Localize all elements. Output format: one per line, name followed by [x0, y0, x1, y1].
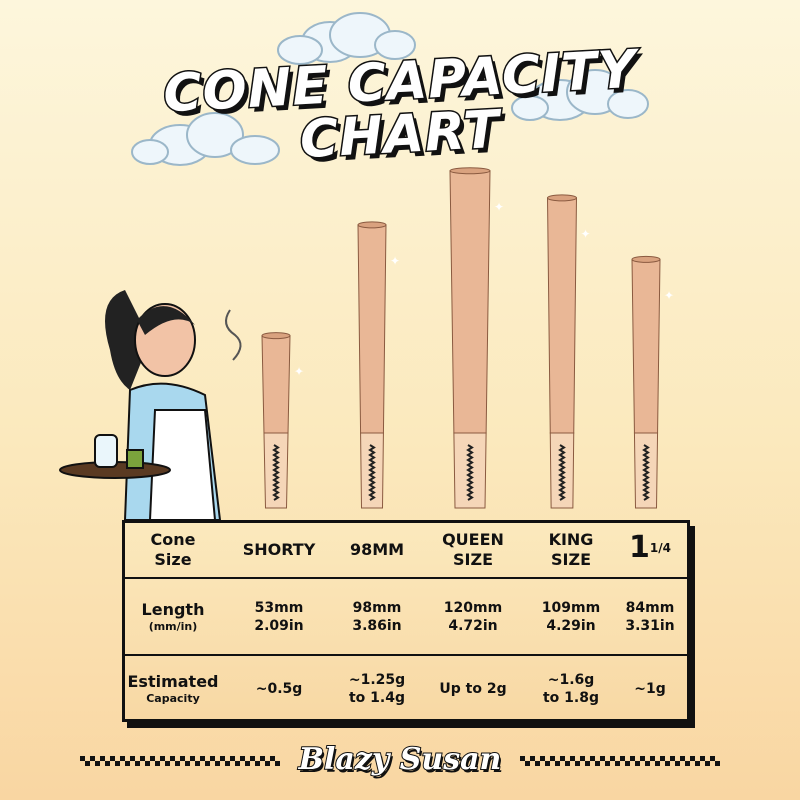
table-cell: 109mm 4.29in: [529, 599, 613, 635]
table-cell: 120mm 4.72in: [417, 599, 529, 635]
cone-1: ✦: [261, 332, 304, 509]
cell-text: 3.86in: [352, 617, 402, 634]
clouds: [131, 12, 649, 166]
cell-text: KING: [548, 530, 594, 549]
cell-text: 1/4: [649, 540, 671, 555]
cell-text: ~0.5g: [255, 681, 303, 697]
cone-body: [631, 258, 661, 434]
cone-rim: [357, 221, 387, 229]
cloud-icon: [511, 69, 649, 121]
cell-text: 109mm: [541, 599, 601, 616]
cone-body: [357, 224, 387, 434]
table-row-capacity: Estimated Capacity ~0.5g ~1.25g to 1.4g Up t…: [125, 656, 687, 722]
table-cell: ~1.25g to 1.4g: [337, 671, 417, 707]
table-cell: 53mm 2.09in: [221, 599, 337, 635]
row-label: Cone Size: [125, 530, 221, 570]
col-1-1-4: 11/4: [613, 532, 687, 562]
cone-rim: [631, 255, 661, 263]
filter-crutch: [368, 444, 376, 501]
label-line: Length: [141, 599, 205, 619]
col-queen: QUEEN SIZE: [417, 530, 529, 570]
checker-divider-right: [520, 756, 720, 766]
table-cell: ~0.5g: [221, 680, 337, 698]
cell-text: 84mm: [625, 599, 675, 616]
cell-text: SIZE: [452, 550, 493, 569]
cone-3: ✦: [449, 167, 504, 509]
label-sub: (mm/in): [148, 619, 198, 633]
filter-crutch: [558, 444, 566, 501]
row-label: Length (mm/in): [125, 600, 221, 634]
table-row-length: Length (mm/in) 53mm 2.09in 98mm 3.86in 120mm 4…: [125, 579, 687, 656]
checker-divider-left: [80, 756, 280, 766]
filter-crutch: [642, 444, 650, 501]
cone-body: [546, 197, 578, 434]
table-cell: 98mm 3.86in: [337, 599, 417, 635]
filter-crutch: [272, 444, 280, 501]
sparkle-icon: ✦: [390, 254, 400, 268]
cone-2: ✦: [357, 221, 400, 509]
sparkle-icon: ✦: [294, 365, 304, 379]
cell-text: 3.31in: [625, 617, 675, 634]
label-line: Estimated: [127, 672, 219, 691]
cloud-icon: [277, 12, 416, 65]
cell-text: 120mm: [443, 599, 503, 616]
cell-text: ~1.6g: [547, 672, 595, 688]
cell-text: QUEEN: [442, 530, 504, 549]
row-label: Estimated Capacity: [125, 672, 221, 706]
cone-body: [261, 335, 291, 434]
cell-text: 1: [629, 529, 650, 565]
filter-crutch: [466, 444, 474, 501]
label-line: Cone: [150, 530, 196, 549]
cell-text: ~1.25g: [348, 672, 406, 688]
cell-text: 53mm: [254, 599, 304, 616]
table-cell: Up to 2g: [417, 680, 529, 698]
label-line: Size: [154, 550, 192, 569]
cell-text: to 1.4g: [348, 690, 405, 706]
cones-chart: ✦ ✦ ✦ ✦ ✦: [261, 167, 674, 509]
label-sub: Capacity: [146, 692, 200, 705]
brand-logo: Blazy Susan: [298, 741, 503, 778]
cell-text: 2.09in: [254, 617, 304, 634]
cone-rim: [547, 194, 577, 202]
table-cell: ~1.6g to 1.8g: [529, 671, 613, 707]
waitress-illustration: [59, 290, 242, 520]
cone-5: ✦: [631, 255, 674, 509]
cell-text: 4.29in: [546, 617, 596, 634]
cone-body: [449, 170, 491, 434]
cell-text: Up to 2g: [439, 681, 507, 697]
col-king: KING SIZE: [529, 530, 613, 570]
cone-rim: [449, 167, 491, 175]
cell-text: SIZE: [550, 550, 591, 569]
cell-text: to 1.8g: [542, 690, 599, 706]
col-98mm: 98MM: [337, 540, 417, 560]
cone-table: Cone Size SHORTY 98MM QUEEN SIZE KING SIZE …: [122, 520, 690, 722]
cell-text: 98mm: [352, 599, 402, 616]
cloud-icon: [131, 112, 280, 166]
sparkle-icon: ✦: [664, 288, 674, 302]
cell-text: ~1g: [634, 681, 666, 697]
col-shorty: SHORTY: [221, 540, 337, 560]
cell-text: 98MM: [349, 540, 405, 559]
table-row-size: Cone Size SHORTY 98MM QUEEN SIZE KING SIZE …: [125, 523, 687, 579]
cell-text: SHORTY: [242, 540, 316, 559]
cone-rim: [261, 332, 291, 340]
table-cell: ~1g: [613, 680, 687, 698]
table-cell: 84mm 3.31in: [613, 599, 687, 635]
cone-4: ✦: [546, 194, 591, 509]
sparkle-icon: ✦: [581, 227, 591, 241]
sparkle-icon: ✦: [494, 200, 504, 214]
cell-text: 4.72in: [448, 617, 498, 634]
